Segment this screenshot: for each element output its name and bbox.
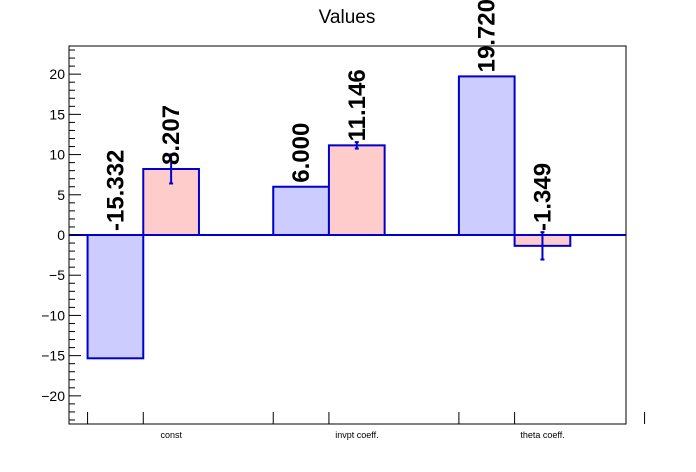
data-label: 11.146: [344, 69, 371, 141]
bar: [327, 144, 386, 236]
error-bars-layer: [169, 141, 545, 261]
bar: [142, 167, 200, 236]
y-tick-label: 15: [49, 106, 65, 122]
data-label: -15.332: [102, 150, 129, 231]
bar: [457, 75, 516, 236]
bar: [272, 185, 330, 236]
bar: [86, 234, 145, 360]
data-label: 8.207: [158, 105, 185, 165]
x-axis: const invpt coeff. theta coeff.: [87, 412, 646, 440]
data-labels-layer: -15.332 6.000 19.720 8.207 11.146 -1.349: [102, 0, 556, 231]
x-category-label: theta coeff.: [520, 430, 564, 440]
y-tick-label: −20: [41, 388, 65, 404]
y-axis: −20 −15 −10 −5 0 5 10 15 20: [41, 49, 81, 421]
y-tick-label: 0: [57, 227, 65, 243]
x-category-label: const: [161, 430, 183, 440]
y-tick-label: 10: [49, 147, 65, 163]
data-label: 6.000: [288, 123, 315, 183]
x-category-label: invpt coeff.: [335, 430, 378, 440]
y-tick-label: 20: [49, 66, 65, 82]
y-tick-label: 5: [57, 187, 65, 203]
y-tick-label: −5: [49, 267, 65, 283]
data-label: -1.349: [529, 163, 556, 231]
data-label: 19.720: [474, 0, 501, 72]
chart-title: Values: [319, 7, 376, 28]
y-tick-label: −15: [41, 348, 65, 364]
y-tick-label: −10: [41, 307, 65, 323]
